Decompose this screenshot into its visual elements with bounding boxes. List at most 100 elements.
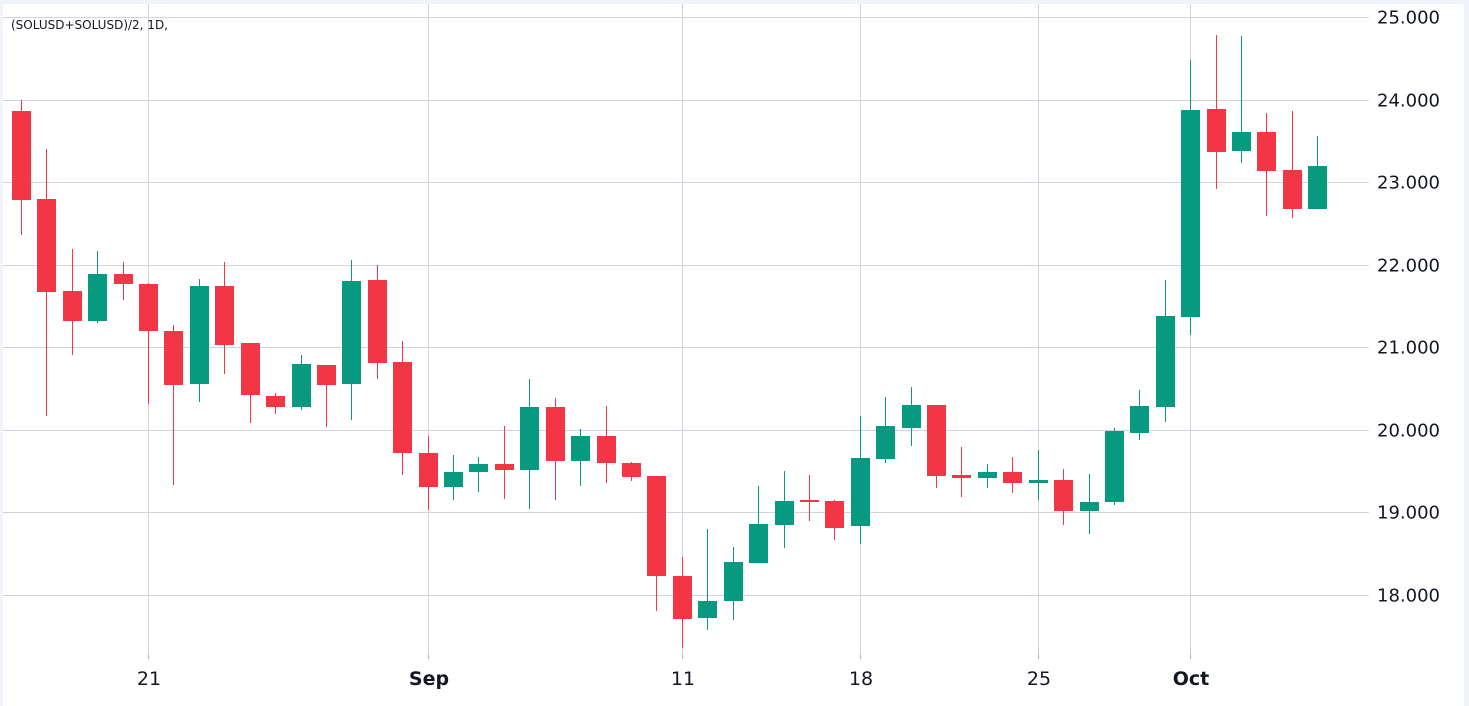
time-label: 18	[848, 668, 874, 690]
candle-up[interactable]	[698, 601, 717, 618]
candle-wick	[961, 447, 962, 497]
legend-title[interactable]: (SOLUSD+SOLUSD)/2, 1D,	[11, 18, 168, 32]
candle-up[interactable]	[469, 464, 488, 472]
candle-down[interactable]	[1207, 109, 1226, 152]
candle-down[interactable]	[114, 274, 133, 284]
candle-down[interactable]	[597, 436, 616, 463]
candle-down[interactable]	[800, 500, 819, 502]
candle-down[interactable]	[1257, 132, 1276, 171]
candle-up[interactable]	[1308, 166, 1327, 209]
grid-line-horizontal	[3, 347, 1363, 348]
candle-up[interactable]	[88, 274, 107, 321]
price-tick	[1363, 595, 1369, 596]
candle-wick	[326, 365, 327, 427]
candle-down[interactable]	[12, 111, 31, 200]
time-tick	[428, 654, 429, 659]
price-label: 20.000	[1377, 420, 1440, 442]
candle-wick	[478, 457, 479, 492]
candle-down[interactable]	[37, 199, 56, 292]
price-label: 23.000	[1377, 172, 1440, 194]
price-label: 24.000	[1377, 90, 1440, 112]
price-label: 18.000	[1377, 585, 1440, 607]
candle-up[interactable]	[1029, 480, 1048, 483]
price-label: 21.000	[1377, 337, 1440, 359]
candle-down[interactable]	[546, 407, 565, 461]
candle-down[interactable]	[317, 365, 336, 385]
candle-wick	[504, 426, 505, 499]
candle-down[interactable]	[241, 343, 260, 395]
price-axis[interactable]: 18.000 19.000 20.000 21.000 22.000 23.000 24.0…	[1363, 4, 1464, 654]
candle-wick	[1241, 36, 1242, 163]
price-tick	[1363, 512, 1369, 513]
candle-down[interactable]	[647, 476, 666, 576]
plot-area[interactable]: (SOLUSD+SOLUSD)/2, 1D,	[3, 4, 1363, 654]
price-label: 19.000	[1377, 502, 1440, 524]
candle-down[interactable]	[1283, 170, 1302, 209]
candle-down[interactable]	[393, 362, 412, 453]
grid-line-horizontal	[3, 182, 1363, 183]
grid-line-vertical	[860, 4, 861, 654]
candle-up[interactable]	[292, 364, 311, 407]
price-tick	[1363, 100, 1369, 101]
candle-up[interactable]	[1232, 132, 1251, 151]
price-tick	[1363, 265, 1369, 266]
candle-down[interactable]	[952, 475, 971, 478]
grid-line-horizontal	[3, 265, 1363, 266]
candle-up[interactable]	[724, 562, 743, 601]
price-label: 22.000	[1377, 255, 1440, 277]
candle-up[interactable]	[571, 436, 590, 461]
candle-wick	[148, 283, 149, 404]
candle-up[interactable]	[1105, 431, 1124, 502]
price-tick	[1363, 347, 1369, 348]
candle-down[interactable]	[1003, 472, 1022, 483]
candle-up[interactable]	[851, 458, 870, 526]
grid-line-vertical	[1038, 4, 1039, 654]
candle-up[interactable]	[1156, 316, 1175, 407]
candle-wick	[1038, 450, 1039, 500]
candle-up[interactable]	[876, 426, 895, 459]
grid-line-vertical	[682, 4, 683, 654]
candle-down[interactable]	[927, 405, 946, 476]
candle-down[interactable]	[1054, 480, 1073, 511]
candle-down[interactable]	[673, 576, 692, 619]
price-tick	[1363, 17, 1369, 18]
candle-down[interactable]	[495, 464, 514, 470]
time-tick	[148, 654, 149, 659]
candle-down[interactable]	[63, 291, 82, 321]
candle-down[interactable]	[164, 331, 183, 385]
candle-up[interactable]	[902, 405, 921, 428]
candle-wick	[1292, 111, 1293, 218]
grid-line-horizontal	[3, 430, 1363, 431]
grid-line-horizontal	[3, 512, 1363, 513]
candle-up[interactable]	[444, 472, 463, 487]
grid-line-horizontal	[3, 100, 1363, 101]
candle-down[interactable]	[215, 286, 234, 345]
candle-up[interactable]	[978, 472, 997, 478]
time-tick	[1190, 654, 1191, 659]
chart-container[interactable]: (SOLUSD+SOLUSD)/2, 1D, 18.000 19.000 20.00…	[3, 4, 1464, 706]
grid-line-vertical	[428, 4, 429, 654]
time-label: Oct	[1172, 668, 1210, 690]
candle-wick	[809, 475, 810, 521]
candle-down[interactable]	[622, 463, 641, 477]
candle-up[interactable]	[520, 407, 539, 470]
candle-wick	[173, 325, 174, 485]
price-tick	[1363, 182, 1369, 183]
candle-up[interactable]	[749, 524, 768, 563]
candle-down[interactable]	[419, 453, 438, 487]
time-axis[interactable]: 21 Sep 11 18 25 Oct	[3, 654, 1363, 706]
candle-up[interactable]	[1080, 502, 1099, 511]
candle-down[interactable]	[825, 501, 844, 528]
time-label: 21	[136, 668, 162, 690]
candle-down[interactable]	[139, 284, 158, 331]
time-tick	[860, 654, 861, 659]
candle-up[interactable]	[775, 501, 794, 525]
time-label: Sep	[408, 668, 450, 690]
candle-up[interactable]	[342, 281, 361, 384]
time-label: 11	[670, 668, 696, 690]
candle-up[interactable]	[190, 286, 209, 384]
candle-up[interactable]	[1130, 406, 1149, 433]
candle-down[interactable]	[368, 280, 387, 363]
candle-up[interactable]	[1181, 110, 1200, 317]
candle-down[interactable]	[266, 396, 285, 407]
